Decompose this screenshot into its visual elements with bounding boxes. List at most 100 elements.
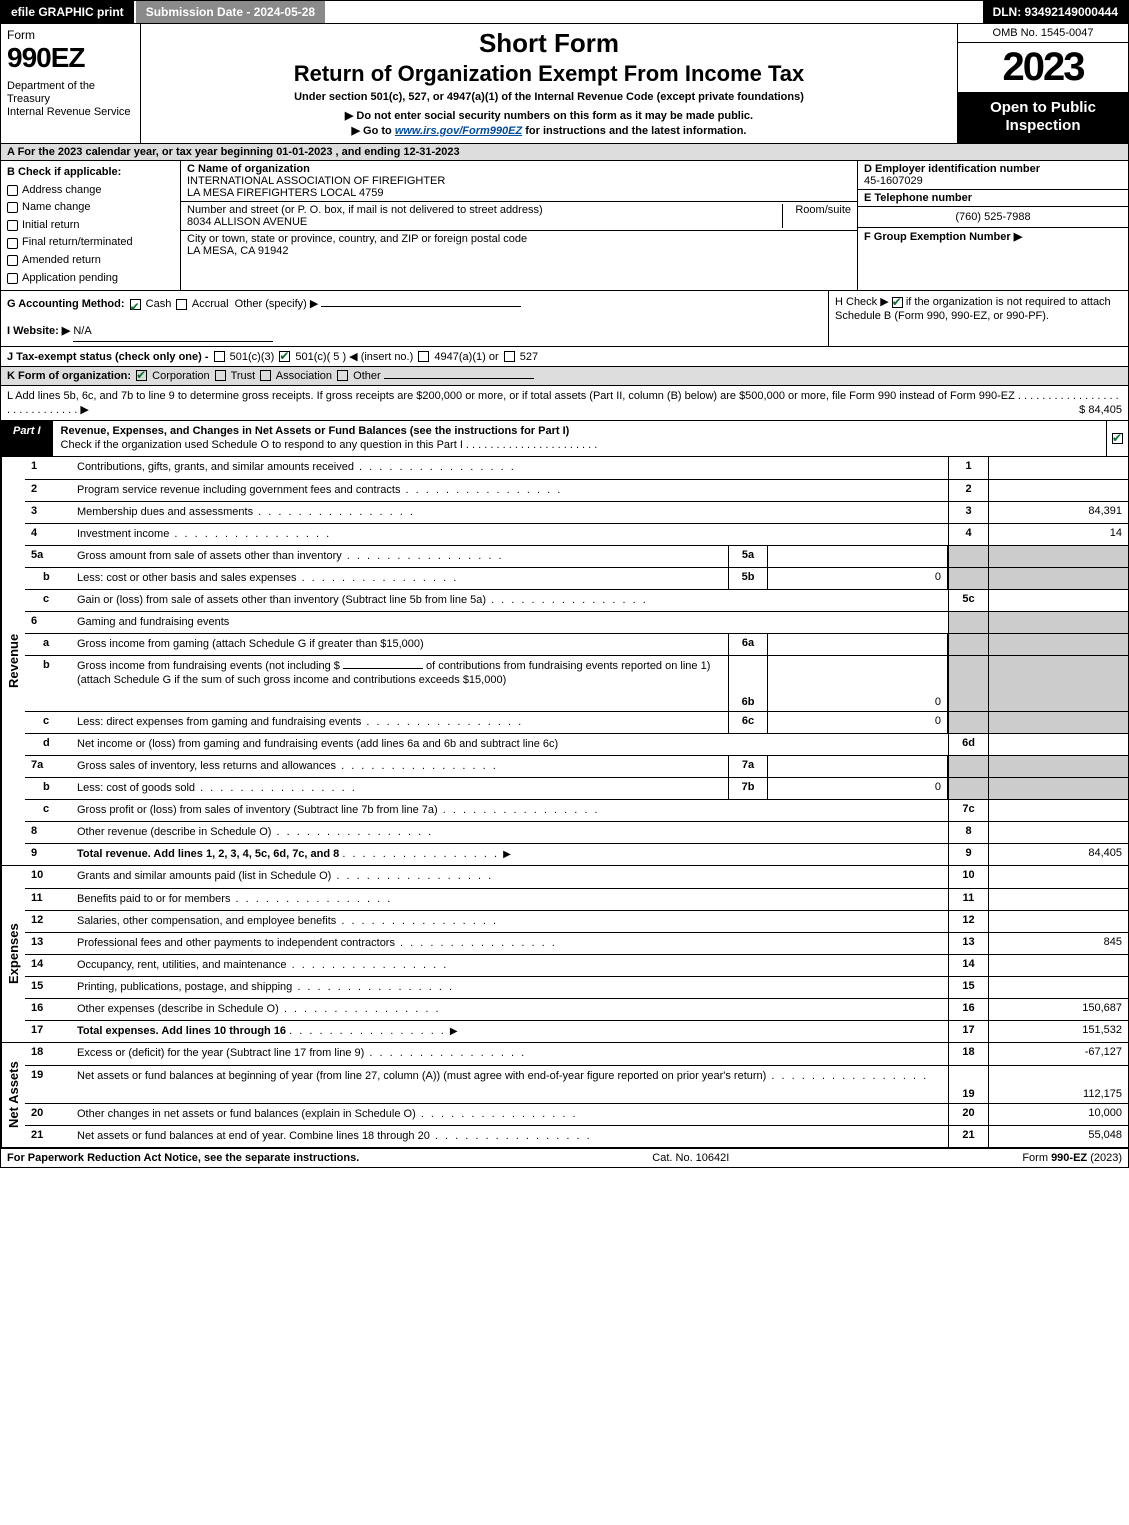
line-rnum	[948, 634, 988, 655]
street: 8034 ALLISON AVENUE	[187, 216, 307, 228]
line-rnum: 3	[948, 502, 988, 523]
chk-address-change[interactable]: Address change	[7, 182, 174, 200]
expenses-block: Expenses 10Grants and similar amounts pa…	[0, 866, 1129, 1043]
footer-catno: Cat. No. 10642I	[359, 1152, 1022, 1164]
line-rnum: 1	[948, 457, 988, 479]
city-row: City or town, state or province, country…	[181, 231, 857, 259]
chk-application-pending[interactable]: Application pending	[7, 270, 174, 288]
checkbox-icon[interactable]	[7, 255, 18, 266]
line-14: 14Occupancy, rent, utilities, and mainte…	[25, 954, 1128, 976]
chk-label: Initial return	[22, 217, 79, 235]
g-label: G Accounting Method:	[7, 298, 125, 310]
footer-right-post: (2023)	[1087, 1152, 1122, 1164]
revenue-rows: 1Contributions, gifts, grants, and simil…	[25, 457, 1128, 865]
open-to-public: Open to Public Inspection	[958, 93, 1128, 143]
checkbox-icon[interactable]	[1112, 433, 1123, 444]
chk-other-org[interactable]	[337, 370, 348, 381]
chk-501c[interactable]	[279, 351, 290, 362]
part1-sub: Check if the organization used Schedule …	[61, 439, 598, 451]
line-rnum: 5c	[948, 590, 988, 611]
opt-527: 527	[520, 351, 538, 363]
desc-part1: Gross income from fundraising events (no…	[77, 660, 340, 672]
line-9: 9 Total revenue. Add lines 1, 2, 3, 4, 5c…	[25, 843, 1128, 865]
topbar-spacer	[327, 1, 982, 23]
section-h: H Check ▶ if the organization is not req…	[828, 291, 1128, 345]
part1-title: Revenue, Expenses, and Changes in Net As…	[61, 425, 570, 437]
line-desc: Investment income	[73, 524, 948, 545]
line-num: 9	[25, 844, 73, 865]
ein-value: 45-1607029	[864, 175, 1122, 187]
line-midnum: 5b	[728, 568, 768, 589]
line-16: 16Other expenses (describe in Schedule O…	[25, 998, 1128, 1020]
section-b: B Check if applicable: Address change Na…	[1, 161, 181, 290]
chk-trust[interactable]	[215, 370, 226, 381]
city: LA MESA, CA 91942	[187, 245, 851, 257]
line-desc: Gross amount from sale of assets other t…	[73, 546, 728, 567]
line-desc: Gross income from gaming (attach Schedul…	[73, 634, 728, 655]
line-desc: Contributions, gifts, grants, and simila…	[73, 457, 948, 479]
opt-4947: 4947(a)(1) or	[434, 351, 498, 363]
line-num: 12	[25, 911, 73, 932]
line-6b: bGross income from fundraising events (n…	[25, 655, 1128, 711]
line-value: 150,687	[988, 999, 1128, 1020]
opt-501c3: 501(c)(3)	[230, 351, 275, 363]
line-num: 3	[25, 502, 73, 523]
line-7a: 7aGross sales of inventory, less returns…	[25, 755, 1128, 777]
side-expenses: Expenses	[1, 866, 25, 1042]
line-value	[988, 866, 1128, 888]
line-value: 151,532	[988, 1021, 1128, 1042]
checkbox-icon[interactable]	[7, 202, 18, 213]
line-21: 21Net assets or fund balances at end of …	[25, 1125, 1128, 1147]
line-value	[988, 734, 1128, 755]
line-rnum: 16	[948, 999, 988, 1020]
chk-cash[interactable]	[130, 299, 141, 310]
total-revenue-label: Total revenue. Add lines 1, 2, 3, 4, 5c,…	[77, 848, 339, 860]
efile-print-button[interactable]: efile GRAPHIC print	[1, 1, 136, 23]
line-value	[988, 822, 1128, 843]
group-exemption-row: F Group Exemption Number ▶	[858, 228, 1128, 290]
line-desc: Gross profit or (loss) from sales of inv…	[73, 800, 948, 821]
line-num: 8	[25, 822, 73, 843]
checkbox-icon[interactable]	[7, 220, 18, 231]
line-20: 20Other changes in net assets or fund ba…	[25, 1103, 1128, 1125]
chk-association[interactable]	[260, 370, 271, 381]
footer-right: Form 990-EZ (2023)	[1022, 1152, 1122, 1164]
part1-check[interactable]	[1106, 421, 1128, 456]
line-num: 14	[25, 955, 73, 976]
checkbox-icon[interactable]	[7, 273, 18, 284]
chk-final-return[interactable]: Final return/terminated	[7, 234, 174, 252]
line-10: 10Grants and similar amounts paid (list …	[25, 866, 1128, 888]
other-specify-input[interactable]	[321, 306, 521, 307]
line-6a: aGross income from gaming (attach Schedu…	[25, 633, 1128, 655]
chk-527[interactable]	[504, 351, 515, 362]
line-midnum: 7b	[728, 778, 768, 799]
chk-initial-return[interactable]: Initial return	[7, 217, 174, 235]
header-center: Short Form Return of Organization Exempt…	[141, 24, 958, 143]
checkbox-icon[interactable]	[7, 185, 18, 196]
amount-blank	[343, 668, 423, 669]
chk-corporation[interactable]	[136, 370, 147, 381]
chk-501c3[interactable]	[214, 351, 225, 362]
checkbox-icon[interactable]	[7, 238, 18, 249]
line-midnum: 6a	[728, 634, 768, 655]
title-short-form: Short Form	[149, 28, 949, 59]
chk-4947[interactable]	[418, 351, 429, 362]
line-desc: Less: direct expenses from gaming and fu…	[73, 712, 728, 733]
line-midval	[768, 756, 948, 777]
line-num: 20	[25, 1104, 73, 1125]
part1-header: Part I Revenue, Expenses, and Changes in…	[0, 421, 1129, 457]
chk-name-change[interactable]: Name change	[7, 199, 174, 217]
chk-accrual[interactable]	[176, 299, 187, 310]
irs-link[interactable]: www.irs.gov/Form990EZ	[395, 125, 522, 137]
street-row: Number and street (or P. O. box, if mail…	[181, 202, 857, 231]
line-value	[988, 546, 1128, 567]
line-12: 12Salaries, other compensation, and empl…	[25, 910, 1128, 932]
line-value: 84,391	[988, 502, 1128, 523]
row-j: J Tax-exempt status (check only one) - 5…	[0, 347, 1129, 367]
line-desc: Gross sales of inventory, less returns a…	[73, 756, 728, 777]
chk-amended-return[interactable]: Amended return	[7, 252, 174, 270]
other-org-input[interactable]	[384, 378, 534, 379]
chk-schedule-b[interactable]	[892, 297, 903, 308]
line-4: 4Investment income414	[25, 523, 1128, 545]
line-5a: 5aGross amount from sale of assets other…	[25, 545, 1128, 567]
